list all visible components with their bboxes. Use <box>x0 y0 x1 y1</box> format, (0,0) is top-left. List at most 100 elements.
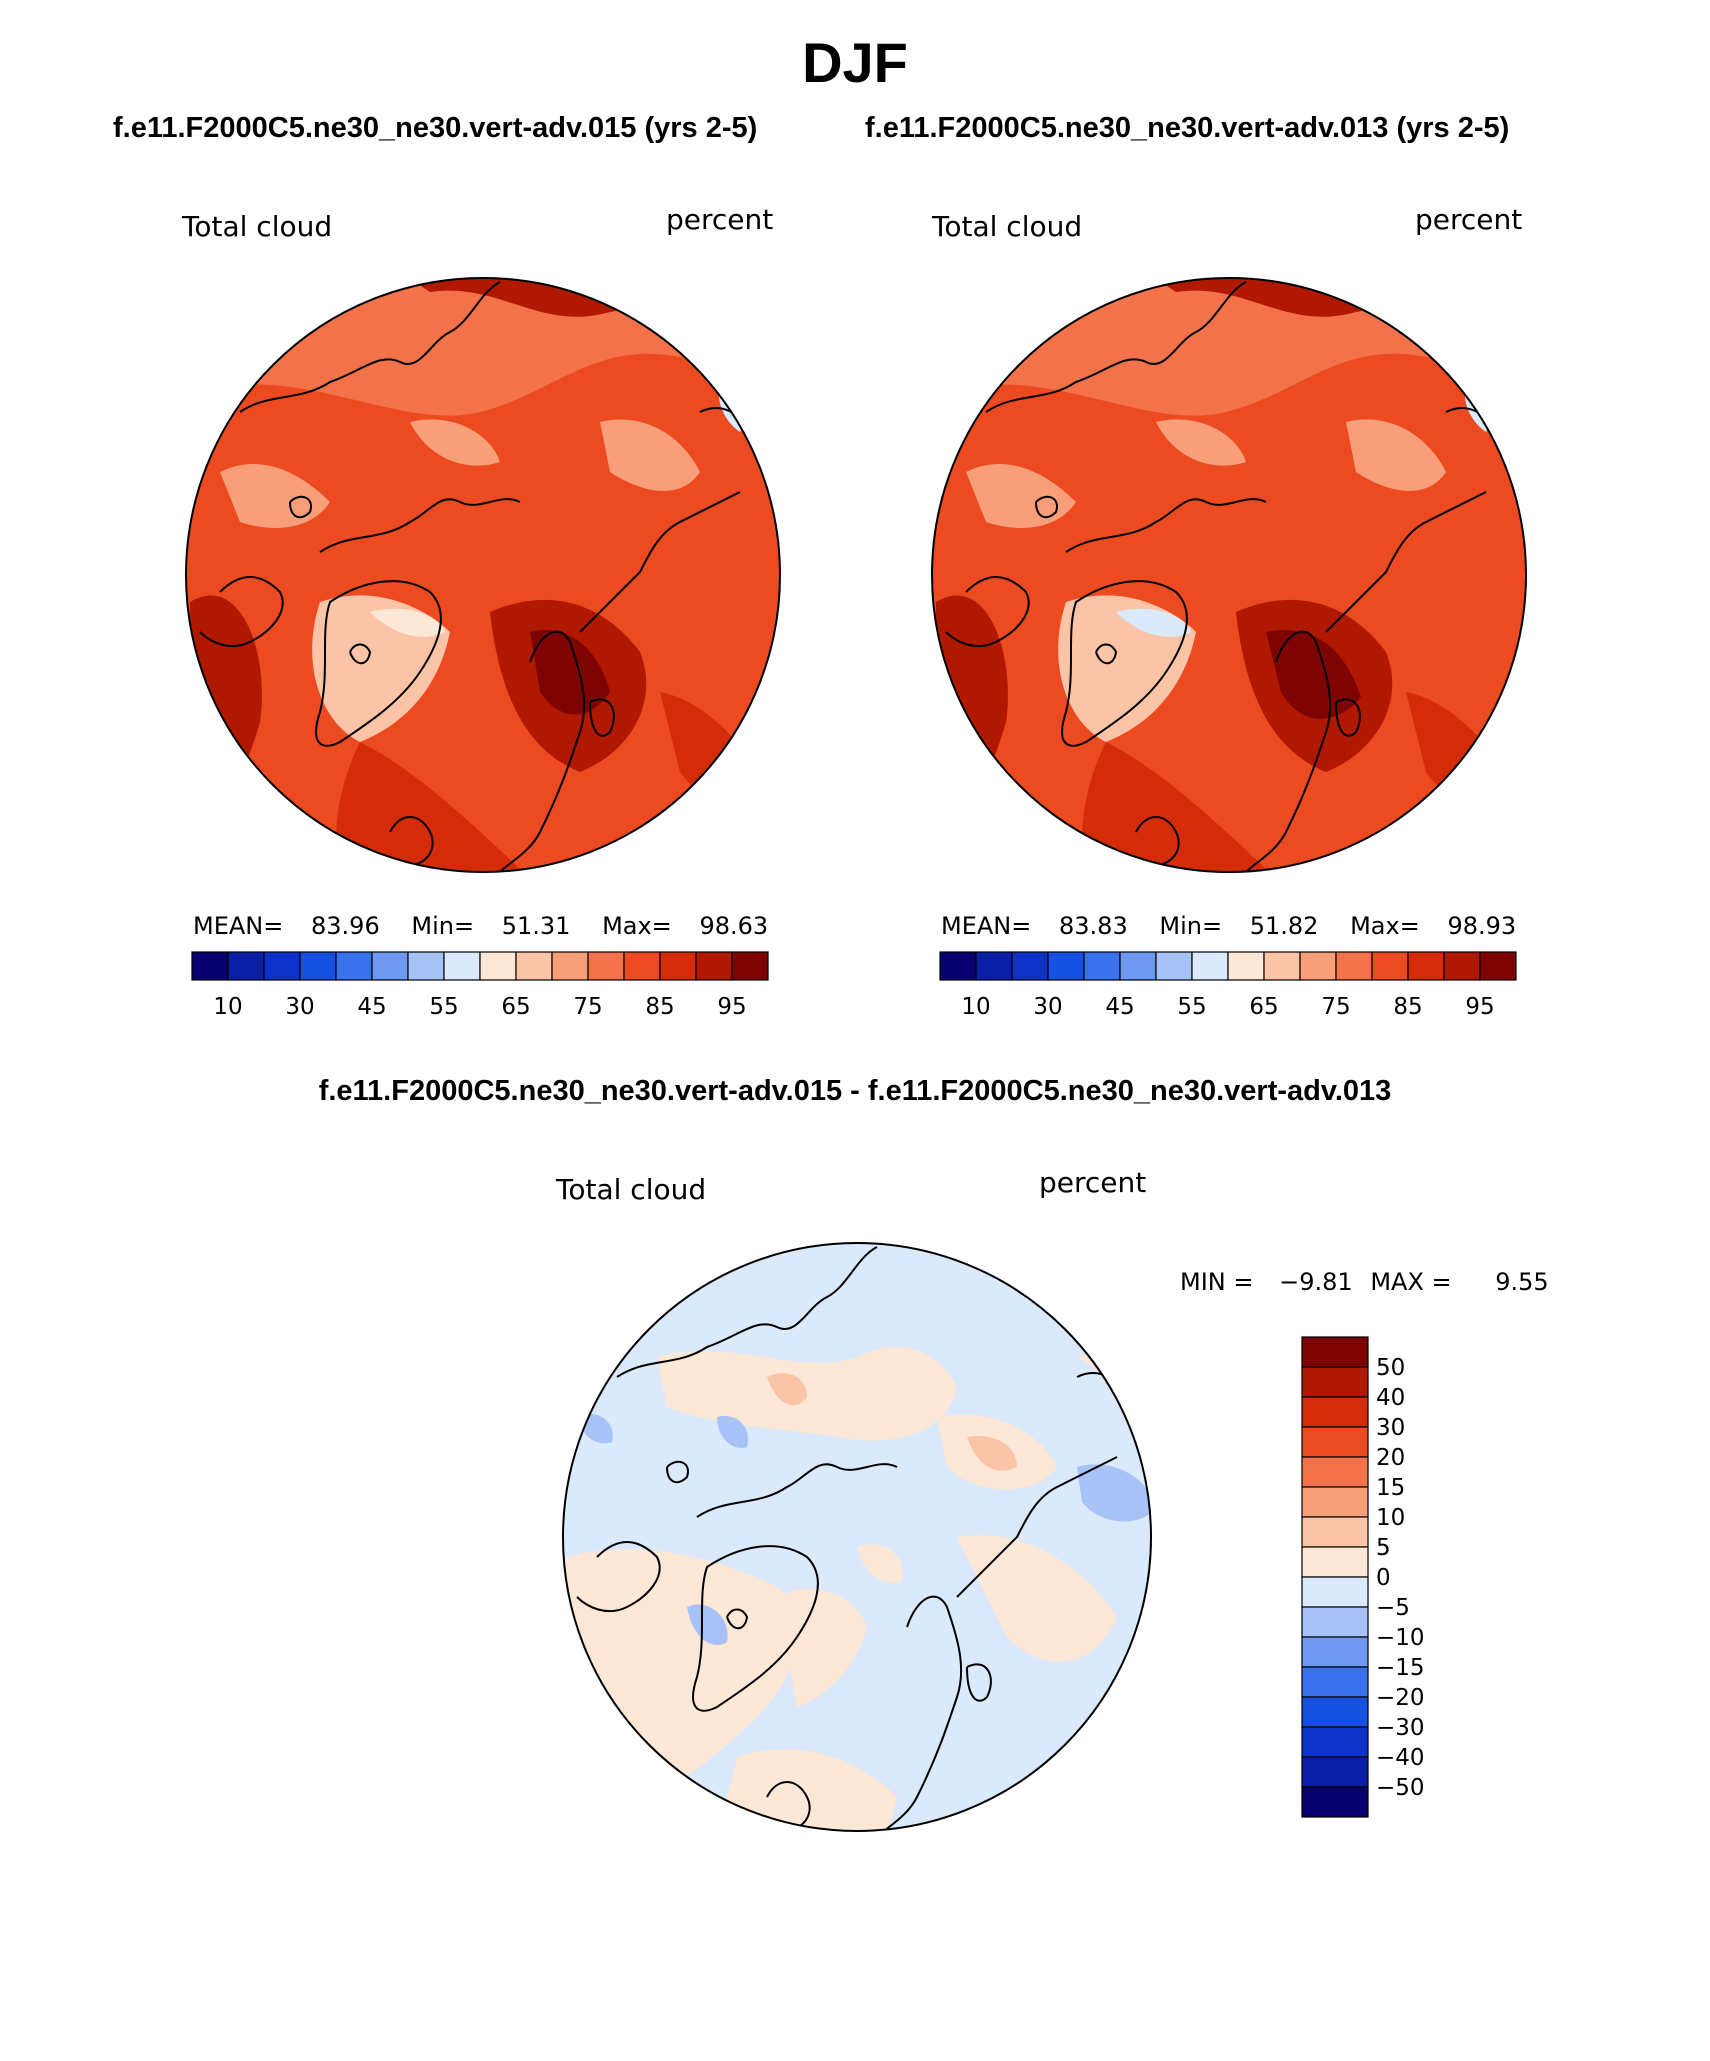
colorbar-tick-label: 75 <box>573 994 602 1020</box>
colorbar-box <box>191 951 229 981</box>
colorbar-box <box>479 951 517 981</box>
colorbar-box <box>551 951 589 981</box>
colorbar-box <box>1299 951 1337 981</box>
colorbar-box <box>263 951 301 981</box>
diff-variable: Total cloud <box>556 1173 707 1206</box>
colorbar-box <box>1443 951 1481 981</box>
colorbar-tick-label: −15 <box>1376 1655 1425 1681</box>
colorbar-tick-label: 5 <box>1376 1535 1391 1561</box>
colorbar-tick-label: 30 <box>1033 994 1062 1020</box>
colorbar-box <box>299 951 337 981</box>
diff-max-value: 9.55 <box>1495 1268 1549 1296</box>
colorbar-box <box>371 951 409 981</box>
colorbar-box <box>1479 951 1517 981</box>
colorbar-box <box>1227 951 1265 981</box>
colorbar-box <box>407 951 445 981</box>
colorbar-box <box>659 951 697 981</box>
colorbar-tick-label: −50 <box>1376 1775 1425 1801</box>
diff-units: percent <box>1039 1166 1147 1199</box>
colorbar-box <box>939 951 977 981</box>
colorbar-box <box>1011 951 1049 981</box>
max-value: 98.63 <box>699 912 769 940</box>
colorbar-tick-label: 55 <box>429 994 458 1020</box>
colorbar-box <box>1301 1606 1369 1638</box>
colorbar-box <box>1371 951 1409 981</box>
colorbar-tick-label: −30 <box>1376 1715 1425 1741</box>
colorbar-tick-label: 45 <box>1105 994 1134 1020</box>
mean-label: MEAN= <box>941 912 1032 940</box>
colorbar-tick-label: 50 <box>1376 1355 1405 1381</box>
polar-map-left <box>185 277 781 873</box>
colorbar-tick-label: −20 <box>1376 1685 1425 1711</box>
colorbar-box <box>1301 1696 1369 1728</box>
colorbar-tick-label: 20 <box>1376 1445 1405 1471</box>
colorbar-tick-label: −40 <box>1376 1745 1425 1771</box>
colorbar-box <box>335 951 373 981</box>
colorbar-box <box>1119 951 1157 981</box>
colorbar-tick-label: 30 <box>1376 1415 1405 1441</box>
panel-right-variable: Total cloud <box>932 210 1083 243</box>
case-title-right: f.e11.F2000C5.ne30_ne30.vert-adv.013 (yr… <box>865 112 1510 144</box>
colorbar-box <box>695 951 733 981</box>
diff-min-value: −9.81 <box>1279 1268 1353 1296</box>
diff-max-label: MAX = <box>1370 1268 1452 1296</box>
max-label: Max= <box>1350 912 1420 940</box>
difference-title: f.e11.F2000C5.ne30_ne30.vert-adv.015 - f… <box>318 1075 1392 1107</box>
colorbar-box <box>1301 1786 1369 1818</box>
colorbar-tick-label: −10 <box>1376 1625 1425 1651</box>
max-label: Max= <box>602 912 672 940</box>
polar-map-difference <box>562 1242 1152 1832</box>
colorbar-box <box>1263 951 1301 981</box>
panel-right-units: percent <box>1415 203 1523 236</box>
colorbar-box <box>1047 951 1085 981</box>
colorbar-tick-label: 10 <box>213 994 242 1020</box>
colorbar-box <box>1301 1426 1369 1458</box>
colorbar-box <box>1301 1336 1369 1368</box>
colorbar-box <box>1301 1396 1369 1428</box>
min-label: Min= <box>1159 912 1223 940</box>
colorbar-box <box>1301 1726 1369 1758</box>
colorbar-tick-label: −5 <box>1376 1595 1410 1621</box>
colorbar-box <box>1301 1486 1369 1518</box>
colorbar-box <box>731 951 769 981</box>
min-value: 51.82 <box>1249 912 1319 940</box>
colorbar-box <box>1083 951 1121 981</box>
colorbar-box <box>1301 1756 1369 1788</box>
panel-left-stats: MEAN= 83.96 Min= 51.31 Max= 98.63 <box>193 912 768 940</box>
colorbar-box <box>1301 1516 1369 1548</box>
case-title-left: f.e11.F2000C5.ne30_ne30.vert-adv.015 (yr… <box>113 112 758 144</box>
figure-title: DJF <box>802 31 908 94</box>
colorbar-box <box>1301 1546 1369 1578</box>
colorbar-box <box>975 951 1013 981</box>
colorbar-tick-label: 10 <box>1376 1505 1405 1531</box>
colorbar-tick-label: 95 <box>1465 994 1494 1020</box>
min-label: Min= <box>411 912 475 940</box>
diff-stats: MIN = −9.81 MAX = 9.55 <box>1180 1268 1549 1296</box>
colorbar-tick-label: 65 <box>501 994 530 1020</box>
colorbar-tick-label: 45 <box>357 994 386 1020</box>
colorbar-tick-label: 85 <box>645 994 674 1020</box>
colorbar-tick-label: 0 <box>1376 1565 1391 1591</box>
colorbar-box <box>1301 1666 1369 1698</box>
colorbar-tick-label: 95 <box>717 994 746 1020</box>
mean-value: 83.96 <box>311 912 380 940</box>
colorbar-box <box>1407 951 1445 981</box>
colorbar-left: 10 30 45 55 65 75 85 95 <box>191 951 769 1020</box>
colorbar-box <box>1301 1636 1369 1668</box>
colorbar-tick-label: 40 <box>1376 1385 1405 1411</box>
panel-left-units: percent <box>666 203 774 236</box>
colorbar-box <box>227 951 265 981</box>
colorbar-box <box>1301 1576 1369 1608</box>
colorbar-box <box>1155 951 1193 981</box>
colorbar-box <box>623 951 661 981</box>
panel-left-variable: Total cloud <box>182 210 333 243</box>
diff-min-label: MIN = <box>1180 1268 1254 1296</box>
colorbar-box <box>1335 951 1373 981</box>
colorbar-tick-label: 30 <box>285 994 314 1020</box>
colorbar-box <box>515 951 553 981</box>
panel-right-stats: MEAN= 83.83 Min= 51.82 Max= 98.93 <box>941 912 1516 940</box>
colorbar-tick-label: 10 <box>961 994 990 1020</box>
colorbar-box <box>587 951 625 981</box>
colorbar-tick-label: 75 <box>1321 994 1350 1020</box>
